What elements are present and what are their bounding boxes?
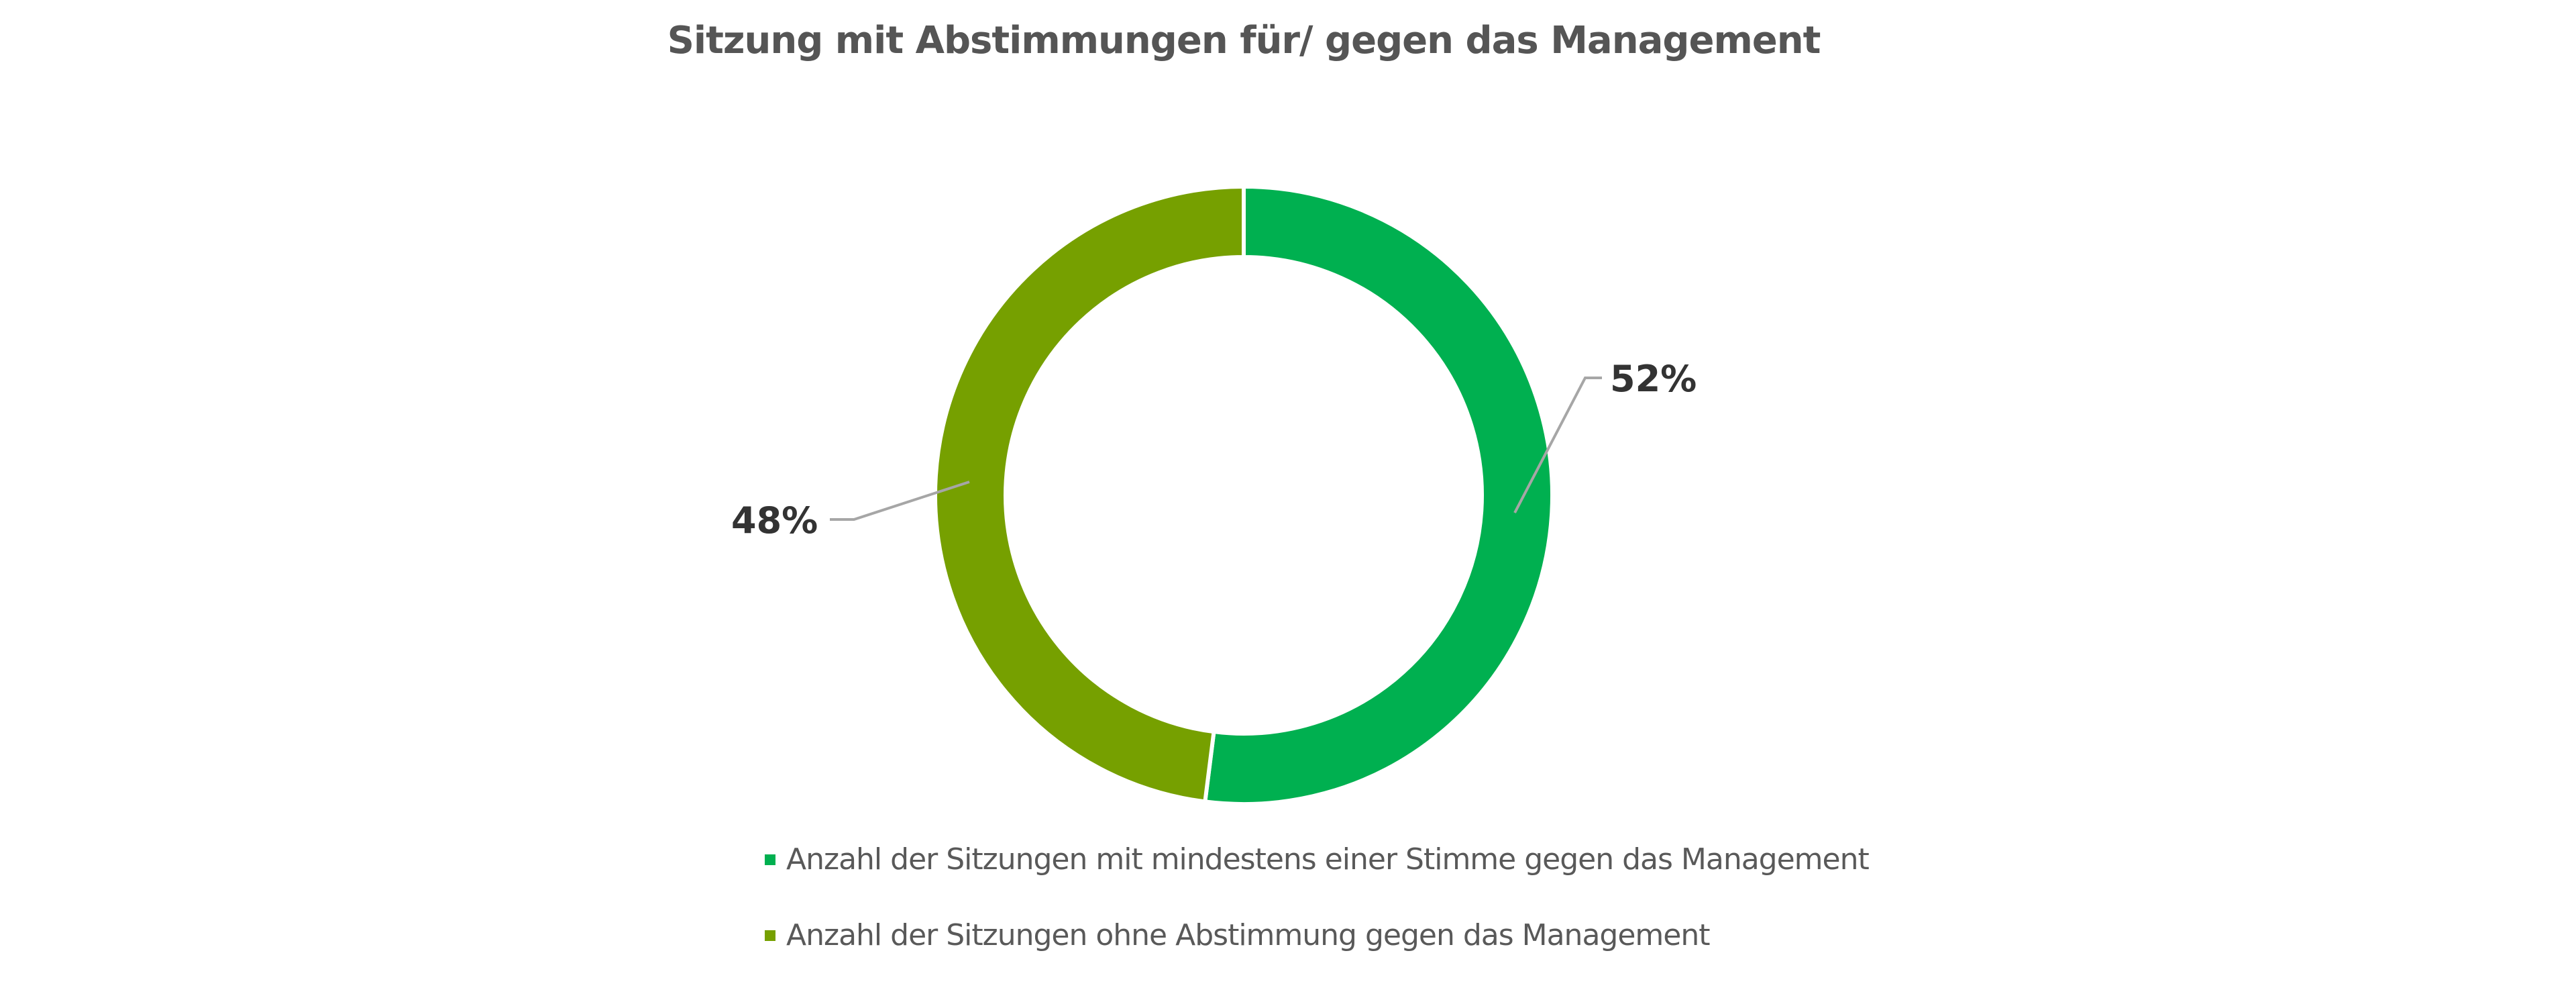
leader-line-52 xyxy=(1513,377,1602,513)
donut-slice-52 xyxy=(1202,184,1555,806)
data-label-52: 52% xyxy=(1610,358,1697,400)
leader-line-48 xyxy=(830,481,970,521)
legend-swatch xyxy=(765,930,775,941)
data-label-48: 48% xyxy=(731,499,818,542)
legend-label: Anzahl der Sitzungen ohne Abstimmung geg… xyxy=(786,918,1710,952)
chart-title: Sitzung mit Abstimmungen für/ gegen das … xyxy=(667,19,1821,62)
legend-item-with-vote-against[interactable]: Anzahl der Sitzungen mit mindestens eine… xyxy=(765,842,1870,877)
legend-swatch xyxy=(765,854,775,865)
donut-slice-48 xyxy=(933,184,1246,804)
legend-label: Anzahl der Sitzungen mit mindestens eine… xyxy=(786,842,1870,877)
legend-item-without-vote-against[interactable]: Anzahl der Sitzungen ohne Abstimmung geg… xyxy=(765,918,1710,952)
